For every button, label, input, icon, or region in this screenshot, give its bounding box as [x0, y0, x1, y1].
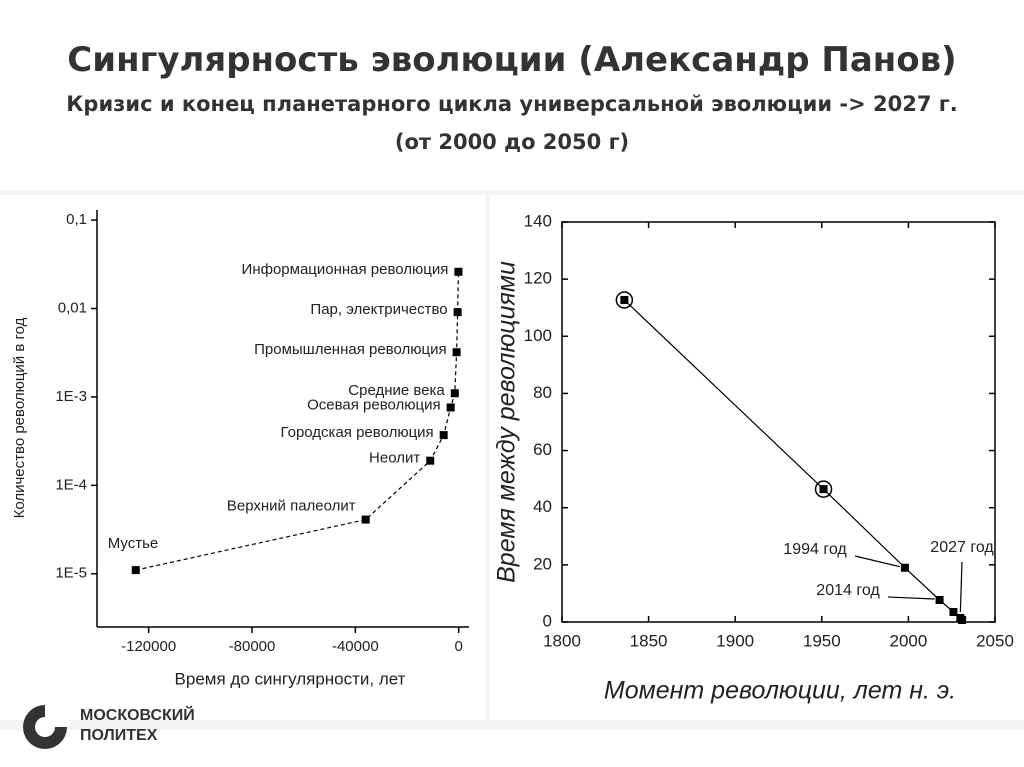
point-label: Верхний палеолит	[227, 498, 356, 515]
data-point	[819, 485, 828, 494]
y-tick-label: 20	[533, 554, 552, 573]
x-axis-label: Момент революции, лет н. э.	[604, 677, 956, 705]
logo-text: МОСКОВСКИЙ	[80, 705, 195, 724]
x-axis-label: Время до сингулярности, лет	[175, 669, 406, 688]
annotation: 1994 год	[783, 541, 847, 558]
annotation-arrow	[887, 596, 935, 600]
data-point	[439, 431, 448, 440]
data-point	[453, 308, 462, 317]
y-tick-label: 0,1	[66, 211, 87, 228]
x-tick-label: 1900	[716, 631, 754, 650]
panel-right	[490, 195, 1024, 720]
x-tick-label: 2000	[889, 631, 927, 650]
y-tick-label: 100	[524, 326, 552, 345]
annotation: 2014 год	[816, 582, 880, 599]
point-label: Мустье	[108, 535, 159, 552]
x-tick-label: 1850	[630, 631, 668, 650]
x-tick-label: 0	[454, 638, 462, 655]
y-tick-label: 1E-3	[55, 388, 87, 405]
logo-text: ПОЛИТЕХ	[80, 727, 158, 744]
y-axis-label: Количество революций в год	[11, 317, 28, 518]
panel-left	[0, 195, 485, 720]
data-point	[949, 608, 958, 616]
x-tick-label: 1950	[803, 631, 841, 650]
annotation-arrow	[959, 561, 963, 613]
annotation: 2027 год	[930, 539, 994, 556]
slide-subtitle: Кризис и конец планетарного цикла универ…	[66, 92, 958, 116]
data-point	[958, 616, 967, 624]
point-label: Неолит	[369, 450, 420, 467]
point-label: Промышленная революция	[254, 341, 446, 358]
x-tick-label: 1800	[543, 631, 581, 650]
data-point	[446, 403, 455, 412]
x-tick-label: -120000	[121, 638, 176, 655]
y-tick-label: 0	[543, 611, 552, 630]
point-label: Осевая революция	[307, 396, 441, 413]
highlight-ring	[814, 480, 833, 498]
data-point	[900, 563, 909, 572]
data-point	[935, 596, 944, 604]
x-tick-label: 2050	[976, 631, 1014, 650]
point-label: Городская революция	[280, 424, 433, 441]
y-tick-label: 40	[533, 497, 552, 516]
y-tick-label: 60	[533, 440, 552, 459]
plot-frame	[561, 221, 996, 623]
y-tick-label: 0,01	[58, 299, 87, 316]
y-tick-label: 120	[524, 269, 552, 288]
highlight-ring	[615, 291, 634, 309]
annotation-arrow	[854, 555, 901, 568]
y-tick-label: 140	[524, 211, 552, 230]
data-point	[361, 515, 370, 524]
data-point	[454, 267, 463, 276]
y-tick-label: 1E-5	[55, 565, 87, 582]
data-point	[131, 566, 140, 575]
slide-subtitle: (от 2000 до 2050 г)	[394, 130, 630, 154]
y-axis-label: Время между революциями	[493, 261, 521, 583]
data-point	[450, 389, 459, 398]
data-point	[426, 456, 435, 465]
data-point	[620, 296, 629, 304]
point-label: Средние века	[348, 382, 445, 399]
logo-icon	[45, 705, 69, 727]
slide-title: Сингулярность эволюции (Александр Панов)	[67, 40, 957, 80]
data-point	[452, 348, 461, 357]
y-tick-label: 1E-4	[55, 476, 87, 493]
point-label: Информационная революция	[242, 261, 449, 278]
y-tick-label: 80	[533, 383, 552, 402]
x-tick-label: -80000	[229, 638, 276, 655]
point-label: Пар, электричество	[310, 301, 447, 318]
x-tick-label: -40000	[332, 638, 379, 655]
